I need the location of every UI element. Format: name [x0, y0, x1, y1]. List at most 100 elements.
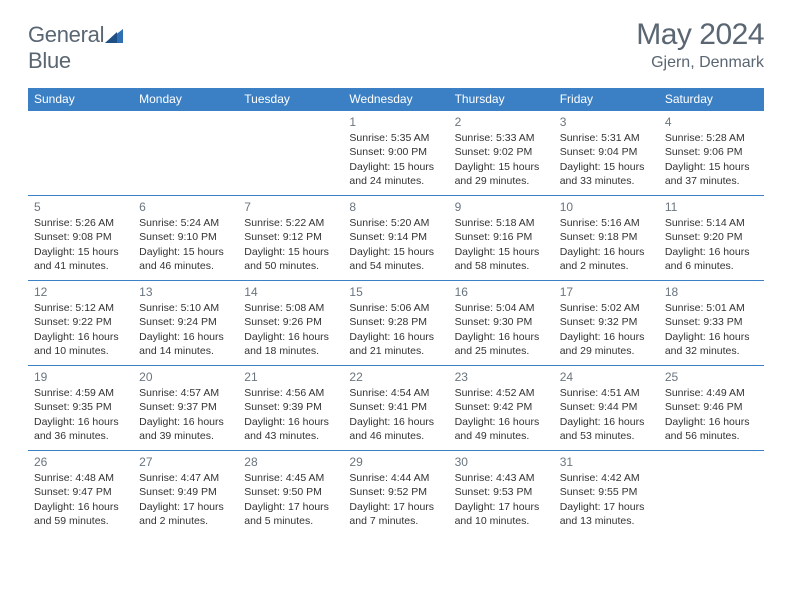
- day-number: 6: [139, 199, 232, 215]
- week-row: 1Sunrise: 5:35 AMSunset: 9:00 PMDaylight…: [28, 110, 764, 195]
- day-cell: 4Sunrise: 5:28 AMSunset: 9:06 PMDaylight…: [659, 111, 764, 195]
- sunrise-line: Sunrise: 5:08 AM: [244, 301, 337, 315]
- day-number: 24: [560, 369, 653, 385]
- sunrise-line: Sunrise: 5:10 AM: [139, 301, 232, 315]
- sunrise-line: Sunrise: 5:12 AM: [34, 301, 127, 315]
- weekday-header-cell: Saturday: [659, 89, 764, 110]
- day-number: 17: [560, 284, 653, 300]
- daylight-line: Daylight: 17 hours and 7 minutes.: [349, 500, 442, 528]
- weekday-header-row: SundayMondayTuesdayWednesdayThursdayFrid…: [28, 89, 764, 110]
- day-cell: 18Sunrise: 5:01 AMSunset: 9:33 PMDayligh…: [659, 281, 764, 365]
- empty-cell: [659, 451, 764, 535]
- sunset-line: Sunset: 9:39 PM: [244, 400, 337, 414]
- sunrise-line: Sunrise: 4:47 AM: [139, 471, 232, 485]
- sunrise-line: Sunrise: 5:26 AM: [34, 216, 127, 230]
- day-number: 15: [349, 284, 442, 300]
- brand-logo: GeneralBlue: [28, 18, 124, 74]
- sunset-line: Sunset: 9:10 PM: [139, 230, 232, 244]
- weekday-header-cell: Thursday: [449, 89, 554, 110]
- day-cell: 15Sunrise: 5:06 AMSunset: 9:28 PMDayligh…: [343, 281, 448, 365]
- day-number: 16: [455, 284, 548, 300]
- sunset-line: Sunset: 9:18 PM: [560, 230, 653, 244]
- weekday-header-cell: Monday: [133, 89, 238, 110]
- day-cell: 22Sunrise: 4:54 AMSunset: 9:41 PMDayligh…: [343, 366, 448, 450]
- day-number: 3: [560, 114, 653, 130]
- calendar-grid: SundayMondayTuesdayWednesdayThursdayFrid…: [28, 88, 764, 535]
- day-cell: 7Sunrise: 5:22 AMSunset: 9:12 PMDaylight…: [238, 196, 343, 280]
- location-subtitle: Gjern, Denmark: [636, 54, 764, 72]
- day-cell: 19Sunrise: 4:59 AMSunset: 9:35 PMDayligh…: [28, 366, 133, 450]
- sunset-line: Sunset: 9:55 PM: [560, 485, 653, 499]
- daylight-line: Daylight: 17 hours and 2 minutes.: [139, 500, 232, 528]
- daylight-line: Daylight: 15 hours and 46 minutes.: [139, 245, 232, 273]
- day-number: 2: [455, 114, 548, 130]
- daylight-line: Daylight: 16 hours and 32 minutes.: [665, 330, 758, 358]
- day-cell: 10Sunrise: 5:16 AMSunset: 9:18 PMDayligh…: [554, 196, 659, 280]
- logo-sail-icon: [105, 23, 123, 37]
- title-block: May 2024 Gjern, Denmark: [636, 18, 764, 72]
- daylight-line: Daylight: 15 hours and 37 minutes.: [665, 160, 758, 188]
- day-cell: 1Sunrise: 5:35 AMSunset: 9:00 PMDaylight…: [343, 111, 448, 195]
- daylight-line: Daylight: 15 hours and 54 minutes.: [349, 245, 442, 273]
- sunset-line: Sunset: 9:53 PM: [455, 485, 548, 499]
- sunrise-line: Sunrise: 4:43 AM: [455, 471, 548, 485]
- sunset-line: Sunset: 9:37 PM: [139, 400, 232, 414]
- day-cell: 25Sunrise: 4:49 AMSunset: 9:46 PMDayligh…: [659, 366, 764, 450]
- daylight-line: Daylight: 16 hours and 6 minutes.: [665, 245, 758, 273]
- sunrise-line: Sunrise: 5:06 AM: [349, 301, 442, 315]
- sunset-line: Sunset: 9:08 PM: [34, 230, 127, 244]
- day-cell: 21Sunrise: 4:56 AMSunset: 9:39 PMDayligh…: [238, 366, 343, 450]
- sunset-line: Sunset: 9:41 PM: [349, 400, 442, 414]
- day-cell: 8Sunrise: 5:20 AMSunset: 9:14 PMDaylight…: [343, 196, 448, 280]
- daylight-line: Daylight: 17 hours and 5 minutes.: [244, 500, 337, 528]
- day-number: 18: [665, 284, 758, 300]
- day-number: 10: [560, 199, 653, 215]
- sunset-line: Sunset: 9:50 PM: [244, 485, 337, 499]
- day-cell: 23Sunrise: 4:52 AMSunset: 9:42 PMDayligh…: [449, 366, 554, 450]
- daylight-line: Daylight: 16 hours and 49 minutes.: [455, 415, 548, 443]
- sunrise-line: Sunrise: 4:57 AM: [139, 386, 232, 400]
- daylight-line: Daylight: 16 hours and 10 minutes.: [34, 330, 127, 358]
- day-number: 1: [349, 114, 442, 130]
- sunset-line: Sunset: 9:52 PM: [349, 485, 442, 499]
- day-number: 27: [139, 454, 232, 470]
- daylight-line: Daylight: 16 hours and 59 minutes.: [34, 500, 127, 528]
- sunset-line: Sunset: 9:49 PM: [139, 485, 232, 499]
- sunset-line: Sunset: 9:28 PM: [349, 315, 442, 329]
- daylight-line: Daylight: 16 hours and 18 minutes.: [244, 330, 337, 358]
- calendar-page: GeneralBlue May 2024 Gjern, Denmark Sund…: [0, 0, 792, 545]
- sunset-line: Sunset: 9:06 PM: [665, 145, 758, 159]
- daylight-line: Daylight: 16 hours and 53 minutes.: [560, 415, 653, 443]
- sunrise-line: Sunrise: 4:44 AM: [349, 471, 442, 485]
- daylight-line: Daylight: 15 hours and 29 minutes.: [455, 160, 548, 188]
- sunset-line: Sunset: 9:16 PM: [455, 230, 548, 244]
- week-row: 19Sunrise: 4:59 AMSunset: 9:35 PMDayligh…: [28, 365, 764, 450]
- week-row: 12Sunrise: 5:12 AMSunset: 9:22 PMDayligh…: [28, 280, 764, 365]
- daylight-line: Daylight: 16 hours and 39 minutes.: [139, 415, 232, 443]
- sunrise-line: Sunrise: 5:28 AM: [665, 131, 758, 145]
- sunset-line: Sunset: 9:02 PM: [455, 145, 548, 159]
- weekday-header-cell: Friday: [554, 89, 659, 110]
- sunset-line: Sunset: 9:20 PM: [665, 230, 758, 244]
- day-cell: 6Sunrise: 5:24 AMSunset: 9:10 PMDaylight…: [133, 196, 238, 280]
- sunset-line: Sunset: 9:42 PM: [455, 400, 548, 414]
- day-cell: 3Sunrise: 5:31 AMSunset: 9:04 PMDaylight…: [554, 111, 659, 195]
- day-number: 26: [34, 454, 127, 470]
- sunrise-line: Sunrise: 5:33 AM: [455, 131, 548, 145]
- sunrise-line: Sunrise: 5:01 AM: [665, 301, 758, 315]
- day-cell: 28Sunrise: 4:45 AMSunset: 9:50 PMDayligh…: [238, 451, 343, 535]
- daylight-line: Daylight: 15 hours and 24 minutes.: [349, 160, 442, 188]
- sunrise-line: Sunrise: 5:18 AM: [455, 216, 548, 230]
- sunset-line: Sunset: 9:32 PM: [560, 315, 653, 329]
- day-number: 23: [455, 369, 548, 385]
- day-cell: 27Sunrise: 4:47 AMSunset: 9:49 PMDayligh…: [133, 451, 238, 535]
- sunrise-line: Sunrise: 4:45 AM: [244, 471, 337, 485]
- brand-text: GeneralBlue: [28, 22, 124, 74]
- day-cell: 11Sunrise: 5:14 AMSunset: 9:20 PMDayligh…: [659, 196, 764, 280]
- empty-cell: [28, 111, 133, 195]
- day-number: 13: [139, 284, 232, 300]
- week-row: 26Sunrise: 4:48 AMSunset: 9:47 PMDayligh…: [28, 450, 764, 535]
- day-number: 30: [455, 454, 548, 470]
- sunset-line: Sunset: 9:35 PM: [34, 400, 127, 414]
- day-number: 25: [665, 369, 758, 385]
